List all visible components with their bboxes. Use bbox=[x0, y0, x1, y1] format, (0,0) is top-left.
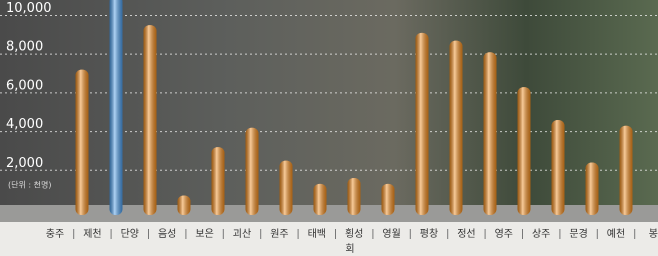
y-tick-label: 4,000 bbox=[6, 117, 43, 132]
chart: (단위 : 천명) 회 2,000 4,000 6,000 8,000 10,000 충주… bbox=[0, 0, 658, 256]
bar-shine bbox=[552, 120, 565, 215]
bar-shine bbox=[518, 87, 531, 215]
bar-shine bbox=[178, 195, 191, 215]
bar-shine bbox=[110, 0, 123, 215]
x-tick-label: 봉 bbox=[649, 228, 658, 240]
x-tick-label: 단양 bbox=[121, 228, 139, 240]
x-tick-label: 정선 bbox=[457, 228, 475, 240]
x-extra-label: 회 bbox=[345, 243, 354, 255]
x-tick-label: 영월 bbox=[382, 228, 400, 240]
y-tick-label: 8,000 bbox=[6, 40, 43, 55]
y-tick-label: 2,000 bbox=[6, 156, 43, 171]
bar-shine bbox=[620, 126, 633, 215]
bar-shine bbox=[144, 25, 157, 215]
x-tick-label: 문경 bbox=[569, 227, 587, 240]
x-tick-label: 평창 bbox=[420, 228, 438, 240]
x-tick-label: 제천 bbox=[83, 228, 101, 240]
bar-shine bbox=[314, 184, 327, 215]
bar-shine bbox=[416, 33, 429, 215]
bar-shine bbox=[246, 128, 259, 215]
bar-shine bbox=[484, 52, 497, 215]
x-tick-label: 영주 bbox=[495, 228, 513, 240]
y-tick-label: 6,000 bbox=[6, 78, 43, 93]
x-tick-label: 음성 bbox=[158, 228, 176, 240]
bar-shine bbox=[76, 70, 89, 215]
x-tick-label: 충주 bbox=[46, 228, 64, 240]
x-tick-label: 태백 bbox=[308, 228, 326, 240]
x-tick-label: 괴산 bbox=[233, 228, 251, 240]
unit-note: (단위 : 천명) bbox=[8, 180, 51, 190]
x-tick-label: 상주 bbox=[532, 228, 550, 240]
x-tick-label: 보은 bbox=[195, 228, 213, 240]
x-tick-label: 예천 bbox=[607, 228, 625, 240]
bar-shine bbox=[586, 163, 599, 215]
bar-shine bbox=[212, 147, 225, 215]
bar-shine bbox=[382, 184, 395, 215]
x-tick-label: 원주 bbox=[270, 228, 288, 240]
bar-shine bbox=[280, 161, 293, 215]
page: (단위 : 천명) 회 2,000 4,000 6,000 8,000 10,000 충주… bbox=[0, 0, 658, 256]
bar-shine bbox=[450, 41, 463, 215]
x-tick-label: 횡성 bbox=[345, 228, 363, 240]
y-tick-label: 10,000 bbox=[6, 1, 52, 16]
bar-shine bbox=[348, 178, 361, 215]
